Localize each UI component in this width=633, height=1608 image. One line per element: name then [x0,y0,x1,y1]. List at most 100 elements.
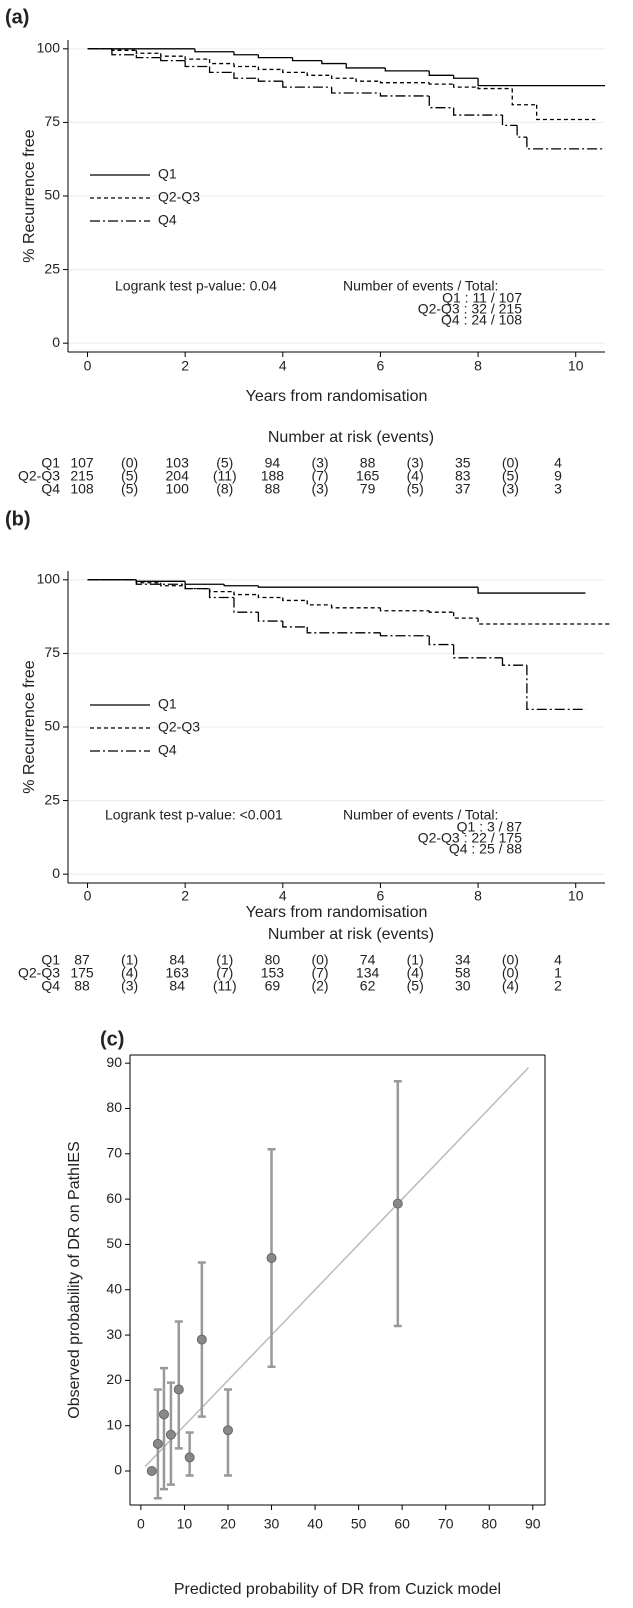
survival-step [428,82,454,85]
legend-label: Q1 [158,696,177,712]
survival-step [282,69,308,74]
risk-cell: (7) [216,965,233,981]
risk-cell: 87 [74,952,90,968]
risk-cell: (0) [502,952,519,968]
legend-label: Q4 [158,212,177,228]
risk-title: Number at risk (events) [268,429,434,446]
survival-step [233,72,259,79]
survival-step [282,81,332,88]
x-tick-label: 8 [474,358,482,374]
point [173,1384,184,1395]
y-tick-label: 10 [106,1416,122,1432]
survival-step [160,53,186,57]
x-tick-label: 80 [481,1516,497,1532]
risk-cell: 83 [455,468,471,484]
risk-cell: (4) [407,468,424,484]
survival-step [428,635,454,646]
risk-cell: (5) [407,481,424,497]
risk-cell: (5) [216,455,233,471]
risk-cell: 2 [554,978,562,994]
survival-step [291,57,322,62]
survival-step [428,70,454,76]
survival-step [453,107,503,116]
risk-cell: 175 [70,965,94,981]
survival-step [501,657,527,666]
risk-cell: (4) [121,965,138,981]
survival-step [135,579,186,585]
survival-step [233,597,259,613]
risk-cell: 163 [166,965,190,981]
risk-cell: (3) [311,481,328,497]
point [196,1334,207,1345]
risk-cell: 103 [166,455,190,471]
risk-cell: 100 [166,481,190,497]
y-tick-label: 25 [44,260,60,276]
survival-step [208,66,234,74]
y-tick-label: 25 [44,791,60,807]
risk-cell: 1 [554,965,562,981]
risk-cell: 88 [360,455,376,471]
risk-cell: (11) [213,468,237,484]
events-line: Q1 : 3 / 87 [457,819,523,835]
risk-cell: (7) [311,965,328,981]
risk-cell: (5) [121,481,138,497]
risk-cell: 165 [356,468,380,484]
survival-step [306,626,381,634]
survival-step [184,584,210,590]
survival-step [184,60,210,68]
survival-step [428,610,454,613]
x-tick-label: 6 [377,358,385,374]
events-line: Q2-Q3 : 32 / 215 [418,301,522,317]
risk-cell: 204 [166,468,190,484]
risk-cell: 4 [554,455,562,471]
legend-label: Q2-Q3 [158,189,200,205]
y-tick-label: 50 [44,187,60,203]
risk-cell: (1) [407,952,424,968]
survival-step [160,582,186,587]
risk-cell: (3) [121,978,138,994]
survival-step [477,618,610,625]
survival-step [306,72,332,76]
risk-row-label: Q2-Q3 [18,468,60,484]
survival-step [330,75,357,79]
x-tick-label: 10 [568,358,584,374]
survival-step [257,54,293,59]
risk-cell: (5) [407,978,424,994]
survival-step [160,57,186,62]
survival-step [208,59,234,65]
risk-cell: (0) [121,455,138,471]
events-line: Q4 : 25 / 88 [449,841,522,857]
x-tick-label: 30 [264,1516,280,1532]
survival-step [257,78,283,82]
risk-cell: 37 [455,481,471,497]
x-tick-label: 2 [181,888,189,904]
x-tick-label: 8 [474,888,482,904]
y-tick-label: 100 [37,40,61,56]
survival-step [306,600,332,606]
x-tick-label: 0 [84,888,92,904]
point [165,1429,176,1440]
point [222,1425,233,1436]
legend-label: Q1 [158,166,177,182]
survival-step [135,54,161,59]
survival-step [233,591,259,596]
survival-step [379,81,430,84]
survival-step [501,115,518,127]
x-tick-label: 40 [307,1516,323,1532]
point [266,1253,277,1264]
risk-row-label: Q2-Q3 [18,965,60,981]
risk-cell: (5) [502,468,519,484]
risk-cell: 80 [265,952,281,968]
survival-step [477,587,586,594]
risk-cell: (0) [311,952,328,968]
x-axis-label: Years from randomisation [246,388,428,405]
survival-step [184,56,210,60]
risk-cell: 108 [70,481,94,497]
x-tick-label: 0 [84,358,92,374]
y-tick-label: 30 [106,1326,122,1342]
risk-cell: 30 [455,978,471,994]
risk-cell: (8) [216,481,233,497]
x-tick-label: 90 [525,1516,541,1532]
x-tick-label: 6 [377,888,385,904]
x-axis-label: Predicted probability of DR from Cuzick … [174,1581,501,1598]
